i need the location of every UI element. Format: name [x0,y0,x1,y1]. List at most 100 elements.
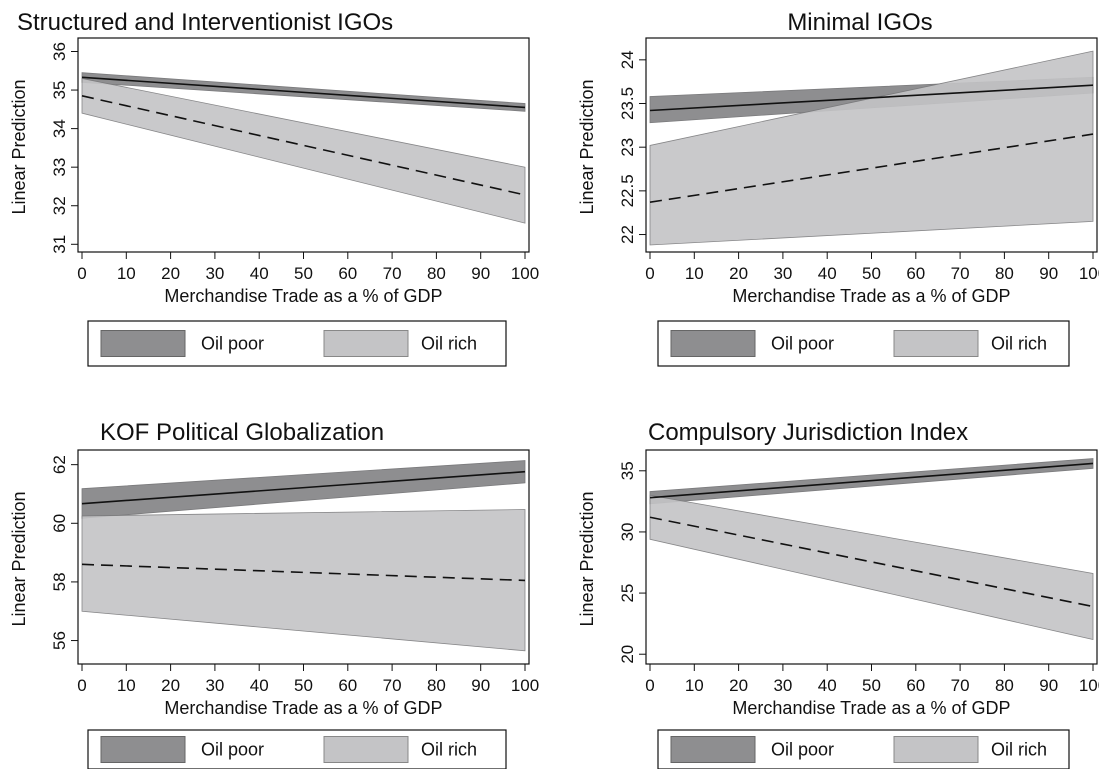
legend-label-oil-poor: Oil poor [771,740,834,760]
x-tick-label: 60 [338,264,357,283]
ci-band-oil-rich [81,77,526,224]
x-tick-label: 90 [1039,264,1058,283]
x-tick-label: 100 [511,264,539,283]
x-tick-label: 20 [161,676,180,695]
x-tick-label: 40 [818,264,837,283]
x-tick-label: 40 [250,676,269,695]
legend: Oil poor Oil rich [87,729,507,769]
x-tick-label: 80 [995,264,1014,283]
ci-band-oil-poor [81,460,526,519]
legend-swatch-oil-poor [670,736,756,763]
y-tick-label: 35 [50,81,69,100]
x-tick-label: 0 [645,676,654,695]
x-axis-label: Merchandise Trade as a % of GDP [732,698,1010,718]
legend: Oil poor Oil rich [87,320,507,367]
x-tick-label: 90 [1039,676,1058,695]
x-tick-label: 10 [117,676,136,695]
fit-line-oil-poor [81,470,526,505]
x-tick-label: 10 [685,676,704,695]
x-tick-label: 30 [205,676,224,695]
legend-label-oil-poor: Oil poor [771,334,834,354]
legend-swatch-oil-rich [893,736,979,763]
x-tick-label: 30 [773,676,792,695]
fit-line-oil-poor [649,84,1094,112]
x-tick-label: 40 [250,264,269,283]
x-tick-label: 80 [427,264,446,283]
legend: Oil poor Oil rich [657,729,1070,769]
legend-swatch-oil-poor [100,330,186,357]
chart-panel-1: Structured and Interventionist IGOs 0 10 20… [9,9,539,367]
y-tick-label: 22 [618,225,637,244]
x-tick-label: 60 [338,676,357,695]
x-tick-label: 20 [729,676,748,695]
legend-label-oil-poor: Oil poor [201,334,264,354]
y-axis-label: Linear Prediction [9,79,29,214]
y-tick-label: 34 [50,119,69,138]
x-tick-label: 30 [205,264,224,283]
x-tick-label: 80 [427,676,446,695]
legend-swatch-oil-poor [100,736,186,763]
x-tick-label: 70 [951,264,970,283]
chart-title: Structured and Interventionist IGOs [17,9,393,36]
legend-label-oil-rich: Oil rich [991,334,1047,354]
x-tick-label: 0 [77,264,86,283]
x-axis-label: Merchandise Trade as a % of GDP [164,286,442,306]
x-tick-label: 100 [1079,676,1099,695]
x-tick-label: 70 [383,264,402,283]
y-tick-label: 20 [618,645,637,664]
y-tick-label: 62 [50,455,69,474]
x-tick-label: 100 [511,676,539,695]
fit-line-oil-rich [81,563,526,582]
ci-band-oil-rich [649,50,1094,246]
chart-title: Compulsory Jurisdiction Index [648,419,968,446]
y-axis-label: Linear Prediction [577,79,597,214]
legend-swatch-oil-rich [323,736,409,763]
fit-line-oil-poor [81,76,526,109]
chart-title: Minimal IGOs [787,9,932,36]
legend-label-oil-poor: Oil poor [201,740,264,760]
x-tick-label: 20 [729,264,748,283]
x-tick-label: 50 [294,676,313,695]
y-tick-label: 36 [50,42,69,61]
x-tick-label: 50 [862,264,881,283]
y-tick-label: 23.5 [618,87,637,120]
y-axis-label: Linear Prediction [577,491,597,626]
x-tick-label: 10 [117,264,136,283]
chart-panel-3: KOF Political Globalization 0 10 20 30 40 50 60… [9,419,539,769]
legend: Oil poor Oil rich [657,320,1070,367]
y-tick-label: 31 [50,235,69,254]
y-tick-label: 25 [618,584,637,603]
y-tick-label: 23 [618,138,637,157]
chart-title: KOF Political Globalization [100,419,384,446]
x-tick-label: 50 [294,264,313,283]
x-tick-label: 30 [773,264,792,283]
ci-band-oil-rich [649,494,1094,641]
x-tick-label: 60 [906,676,925,695]
x-tick-label: 0 [645,264,654,283]
x-tick-label: 40 [818,676,837,695]
ci-band-oil-rich [81,509,526,652]
x-tick-label: 60 [906,264,925,283]
legend-label-oil-rich: Oil rich [421,334,477,354]
legend-swatch-oil-rich [323,330,409,357]
chart-panel-4: Compulsory Jurisdiction Index 0 10 20 30 40 50… [577,419,1099,769]
y-tick-label: 33 [50,158,69,177]
legend-label-oil-rich: Oil rich [991,740,1047,760]
y-tick-label: 30 [618,522,637,541]
x-tick-label: 80 [995,676,1014,695]
x-tick-label: 90 [471,676,490,695]
y-tick-label: 58 [50,572,69,591]
fit-line-oil-poor [649,462,1094,499]
x-tick-label: 10 [685,264,704,283]
x-axis-label: Merchandise Trade as a % of GDP [732,286,1010,306]
x-tick-label: 50 [862,676,881,695]
x-tick-label: 20 [161,264,180,283]
y-tick-label: 60 [50,514,69,533]
x-axis-label: Merchandise Trade as a % of GDP [164,698,442,718]
x-tick-label: 100 [1079,264,1099,283]
x-tick-label: 90 [471,264,490,283]
legend-swatch-oil-rich [893,330,979,357]
y-tick-label: 24 [618,50,637,69]
x-tick-label: 0 [77,676,86,695]
